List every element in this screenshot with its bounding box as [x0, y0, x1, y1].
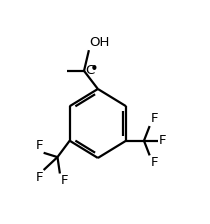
Text: F: F: [35, 139, 43, 152]
Text: OH: OH: [90, 36, 110, 49]
Text: C: C: [85, 64, 94, 77]
Text: F: F: [35, 171, 43, 184]
Text: •: •: [90, 62, 99, 77]
Text: F: F: [150, 112, 158, 125]
Text: F: F: [61, 174, 68, 187]
Text: F: F: [150, 156, 158, 169]
Text: F: F: [159, 134, 167, 147]
